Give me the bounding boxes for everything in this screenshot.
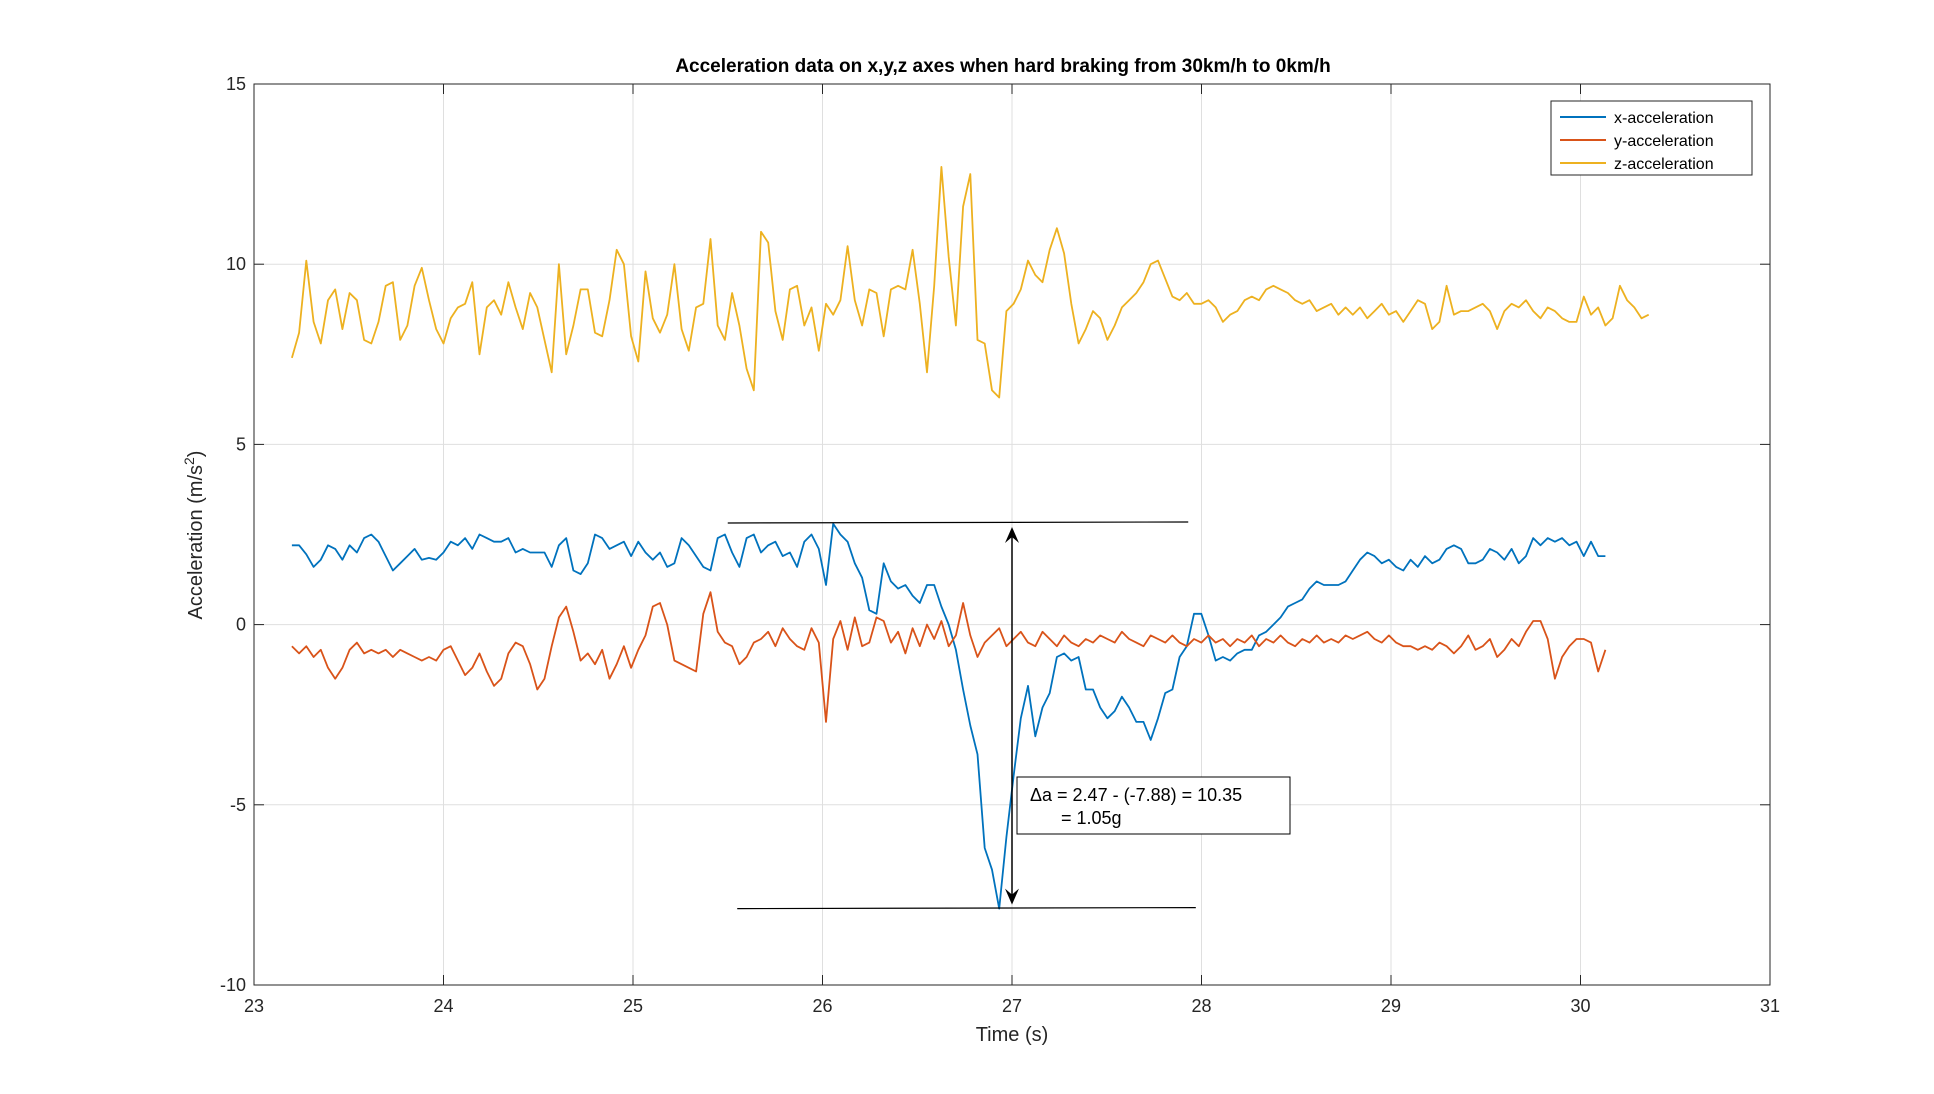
- arrow-head-down: [1005, 888, 1019, 905]
- series-line-z-acceleration: [291, 165, 1650, 399]
- x-tick-label: 24: [433, 996, 453, 1016]
- x-axis-title: Time (s): [976, 1024, 1049, 1046]
- y-axis-title-main: Acceleration (m/s: [185, 465, 207, 620]
- chart-title: Acceleration data on x,y,z axes when har…: [675, 56, 1330, 77]
- axis-ticks: 23 24 25 26 27 28 29 30 31 -10 -5 0 5 10 15: [220, 74, 1780, 1016]
- x-tick-label: 23: [244, 996, 264, 1016]
- y-tick-label: 0: [236, 615, 246, 635]
- legend-label: z-acceleration: [1614, 156, 1714, 173]
- lower-reference-line: [737, 906, 1196, 910]
- annotation-box: [1016, 776, 1291, 835]
- y-tick-label: 10: [226, 254, 246, 274]
- y-axis-title-end: ): [185, 451, 207, 458]
- x-tick-label: 31: [1760, 996, 1780, 1016]
- upper-reference-line: [727, 521, 1189, 524]
- annotation: Δa = 2.47 - (-7.88) = 10.35 = 1.05g: [727, 521, 1291, 910]
- y-tick-label: 5: [236, 434, 246, 454]
- legend-label: x-acceleration: [1614, 110, 1714, 127]
- x-tick-label: 25: [623, 996, 643, 1016]
- x-tick-label: 30: [1570, 996, 1590, 1016]
- y-axis-title-superscript: 2: [181, 457, 197, 465]
- series-line-x-acceleration: [291, 522, 1606, 910]
- y-tick-label: -10: [220, 975, 246, 995]
- series-line-y-acceleration: [291, 591, 1607, 723]
- annotation-line-2: = 1.05g: [1061, 808, 1122, 828]
- x-tick-label: 29: [1381, 996, 1401, 1016]
- x-tick-label: 26: [812, 996, 832, 1016]
- annotation-line-1: Δa = 2.47 - (-7.88) = 10.35: [1030, 785, 1242, 805]
- y-tick-label: 15: [226, 74, 246, 94]
- y-axis-title: Acceleration (m/s2): [181, 451, 207, 620]
- arrow-head-up: [1005, 526, 1019, 543]
- x-tick-label: 28: [1191, 996, 1211, 1016]
- x-tick-label: 27: [1002, 996, 1022, 1016]
- y-tick-label: -5: [230, 795, 246, 815]
- legend-label: y-acceleration: [1614, 133, 1714, 150]
- plot-series: [291, 165, 1650, 910]
- legend: x-acceleration y-acceleration z-accelerati…: [1550, 100, 1753, 176]
